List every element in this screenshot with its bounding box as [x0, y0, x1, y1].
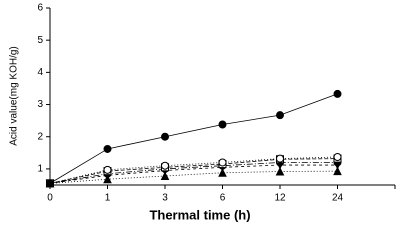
x-tick-label: 12	[274, 193, 286, 204]
series-line	[49, 170, 338, 184]
y-axis-label: Acid value(mg KOH/g)	[9, 46, 20, 145]
marker	[46, 179, 54, 188]
x-tick-label: 3	[162, 193, 168, 204]
marker	[218, 120, 227, 129]
y-tick-label: 4	[37, 67, 43, 78]
marker	[103, 165, 112, 174]
marker	[333, 153, 342, 162]
marker	[160, 171, 170, 180]
x-tick-label: 0	[47, 193, 53, 204]
marker	[275, 166, 285, 176]
marker	[103, 144, 112, 153]
y-tick-label: 1	[37, 164, 43, 175]
marker	[218, 158, 227, 167]
series-line	[49, 158, 338, 184]
y-tick-label: 6	[37, 3, 43, 14]
series-line	[49, 162, 338, 184]
marker	[218, 168, 227, 177]
marker	[161, 132, 169, 141]
series-line	[49, 93, 338, 184]
x-tick-label: 24	[332, 193, 344, 204]
marker	[333, 166, 342, 176]
marker	[276, 154, 284, 163]
marker	[161, 161, 169, 170]
y-tick-label: 3	[37, 99, 43, 110]
series-line	[49, 164, 338, 184]
y-tick-label: 5	[37, 35, 43, 46]
marker	[333, 89, 342, 98]
x-tick-label: 6	[220, 193, 226, 204]
series-line	[49, 156, 338, 184]
y-tick-label: 2	[37, 131, 43, 142]
marker	[276, 111, 284, 120]
chart: Thermal time (h) Acid value(mg KOH/g) 12…	[9, 3, 396, 222]
x-tick-label: 1	[105, 193, 111, 204]
x-axis-label: Thermal time (h)	[149, 207, 250, 222]
